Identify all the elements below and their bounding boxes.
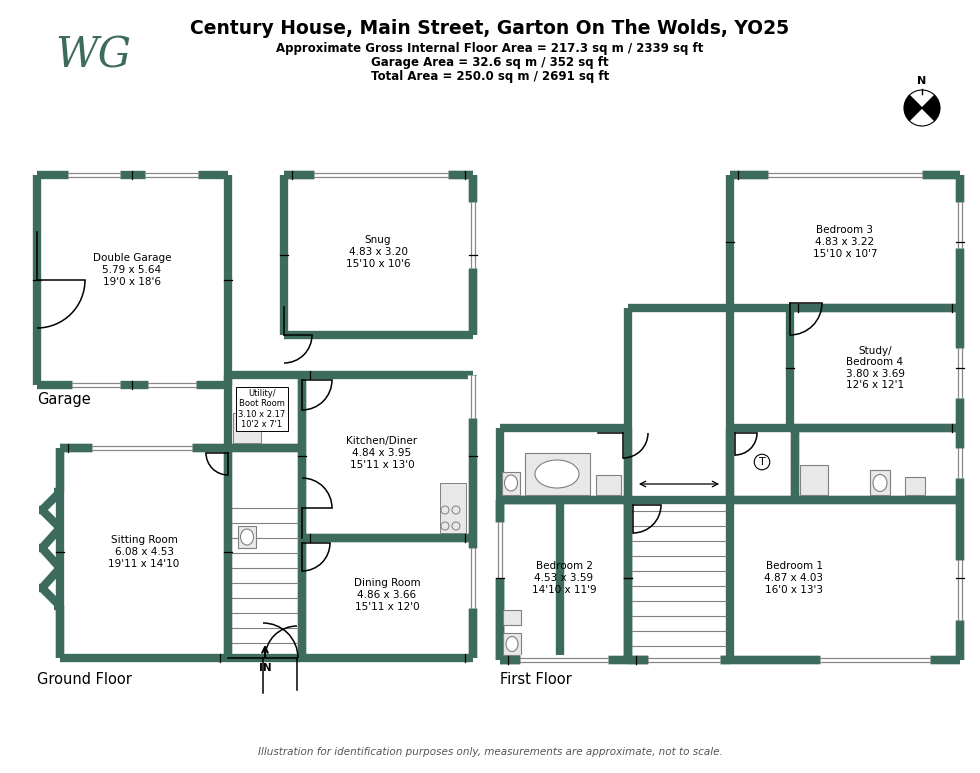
Text: Study/
Bedroom 4
3.80 x 3.69
12'6 x 12'1: Study/ Bedroom 4 3.80 x 3.69 12'6 x 12'1 (846, 346, 905, 390)
Text: Approximate Gross Internal Floor Area = 217.3 sq m / 2339 sq ft: Approximate Gross Internal Floor Area = … (276, 42, 704, 55)
Bar (502, 472, 520, 495)
Text: Garage: Garage (37, 392, 91, 407)
Ellipse shape (873, 475, 887, 492)
Text: Bedroom 1
4.87 x 4.03
16'0 x 13'3: Bedroom 1 4.87 x 4.03 16'0 x 13'3 (764, 561, 823, 594)
Wedge shape (922, 95, 940, 121)
Text: WG: WG (55, 34, 131, 76)
Bar (905, 477, 925, 495)
Wedge shape (904, 95, 922, 121)
Text: Utility/
Boot Room
3.10 x 2.17
10'2 x 7'1: Utility/ Boot Room 3.10 x 2.17 10'2 x 7'… (238, 389, 285, 429)
Text: Bedroom 2
4.53 x 3.59
14'10 x 11'9: Bedroom 2 4.53 x 3.59 14'10 x 11'9 (532, 561, 596, 594)
Text: IN: IN (259, 663, 271, 673)
Bar (800, 465, 828, 495)
Text: Snug
4.83 x 3.20
15'10 x 10'6: Snug 4.83 x 3.20 15'10 x 10'6 (346, 236, 411, 268)
Ellipse shape (506, 636, 518, 652)
Text: N: N (917, 76, 927, 86)
Text: Sitting Room
6.08 x 4.53
19'11 x 14'10: Sitting Room 6.08 x 4.53 19'11 x 14'10 (109, 536, 179, 569)
Text: T: T (759, 457, 765, 467)
Bar (503, 610, 521, 625)
Text: First Floor: First Floor (500, 672, 571, 687)
Text: Dining Room
4.86 x 3.66
15'11 x 12'0: Dining Room 4.86 x 3.66 15'11 x 12'0 (354, 578, 420, 611)
Bar (440, 483, 466, 533)
Text: Century House, Main Street, Garton On The Wolds, YO25: Century House, Main Street, Garton On Th… (190, 19, 790, 38)
Text: Ground Floor: Ground Floor (37, 672, 132, 687)
Ellipse shape (240, 529, 254, 545)
Text: Total Area = 250.0 sq m / 2691 sq ft: Total Area = 250.0 sq m / 2691 sq ft (370, 70, 610, 83)
Bar (233, 413, 261, 443)
Ellipse shape (505, 475, 517, 491)
Bar (238, 526, 256, 548)
Text: Bedroom 3
4.83 x 3.22
15'10 x 10'7: Bedroom 3 4.83 x 3.22 15'10 x 10'7 (812, 226, 877, 259)
Text: Garage Area = 32.6 sq m / 352 sq ft: Garage Area = 32.6 sq m / 352 sq ft (371, 56, 609, 69)
Ellipse shape (535, 460, 579, 488)
Text: Double Garage
5.79 x 5.64
19'0 x 18'6: Double Garage 5.79 x 5.64 19'0 x 18'6 (93, 254, 172, 287)
Text: Kitchen/Diner
4.84 x 3.95
15'11 x 13'0: Kitchen/Diner 4.84 x 3.95 15'11 x 13'0 (347, 437, 417, 470)
Bar (596, 475, 621, 495)
Wedge shape (909, 108, 935, 126)
Wedge shape (909, 90, 935, 108)
Bar (870, 470, 890, 495)
Bar (503, 633, 521, 655)
Bar (525, 453, 590, 495)
Text: Illustration for identification purposes only, measurements are approximate, not: Illustration for identification purposes… (258, 747, 722, 757)
